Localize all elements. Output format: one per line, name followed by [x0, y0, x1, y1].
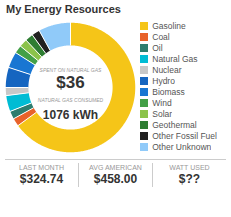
html-text:AVG AMERICAN: AVG AMERICAN	[89, 164, 142, 171]
html-text:My Energy Resources: My Energy Resources	[6, 3, 121, 15]
svg-text:SPENT ON NATURAL GAS: SPENT ON NATURAL GAS	[40, 67, 102, 73]
html-text:Nuclear: Nuclear	[152, 65, 182, 75]
html-text:Other Fossil Fuel: Other Fossil Fuel	[152, 131, 217, 141]
html-text:Other Unknown: Other Unknown	[152, 142, 212, 152]
html-text:$458.00: $458.00	[93, 172, 138, 186]
html-text:Solar: Solar	[152, 109, 173, 119]
html-text:Wind: Wind	[152, 98, 172, 108]
html-text:Gasoline: Gasoline	[152, 21, 186, 31]
svg-text:NATURAL GAS CONSUMED: NATURAL GAS CONSUMED	[38, 97, 104, 103]
html-text:Natural Gas: Natural Gas	[152, 54, 198, 64]
svg-text:1076 kWh: 1076 kWh	[43, 108, 98, 122]
html-text:$324.74: $324.74	[19, 172, 64, 186]
html-text:Geothermal: Geothermal	[152, 120, 197, 130]
html-text:Coal: Coal	[152, 32, 170, 42]
html-text:WATT USED: WATT USED	[169, 164, 210, 171]
html-text:LAST MONTH: LAST MONTH	[19, 164, 64, 171]
html-text:Biomass: Biomass	[152, 87, 185, 97]
svg-text:$36: $36	[56, 73, 84, 92]
html-text:Hydro: Hydro	[152, 76, 175, 86]
html-text:Oil: Oil	[152, 43, 163, 53]
